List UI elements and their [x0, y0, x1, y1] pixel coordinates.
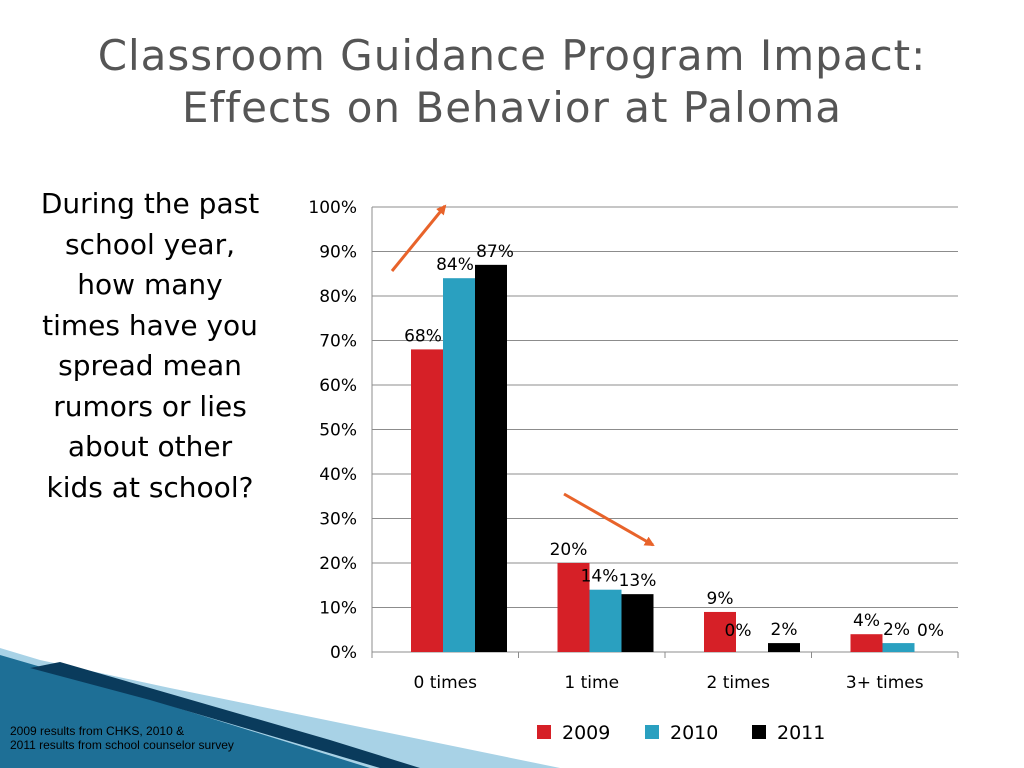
data-labels: 68% 20% 9% 4% 84% 14% 0% 2% 87% 13% 2% 0% [404, 242, 944, 641]
data-label: 84% [436, 255, 474, 275]
y-tick-label: 80% [319, 287, 357, 307]
y-tick-label: 30% [319, 510, 357, 530]
bar-2010-0-times [443, 278, 475, 652]
slide-title-line-2: Effects on Behavior at Paloma [181, 83, 842, 132]
survey-question: During the past school year, how many ti… [40, 187, 260, 504]
y-tick-label: 90% [319, 243, 357, 263]
legend-label-2011: 2011 [777, 722, 825, 744]
source-note: 2009 results from CHKS, 2010 & 2011 resu… [10, 724, 234, 752]
x-category-label: 3+ times [846, 673, 924, 693]
data-label: 2% [771, 620, 798, 640]
data-label: 68% [404, 326, 442, 346]
bars [411, 264, 915, 652]
y-axis-ticks: 0% 10% 20% 30% 40% 50% 60% 70% 80% 90% 100% [308, 198, 357, 663]
data-label: 14% [581, 567, 619, 587]
arrow-down-icon [563, 492, 655, 547]
source-note-line-1: 2009 results from CHKS, 2010 & [10, 724, 185, 738]
decorative-swoosh [0, 648, 560, 768]
y-tick-label: 10% [319, 599, 357, 619]
data-label: 0% [725, 621, 752, 641]
y-tick-label: 50% [319, 421, 357, 441]
legend: 2009 2010 2011 [537, 722, 825, 744]
data-label: 9% [707, 589, 734, 609]
bar-2009-1-time [557, 563, 590, 652]
legend-swatch-2010 [645, 725, 659, 739]
bar-2009-2-times [704, 611, 736, 652]
data-label: 4% [853, 611, 880, 631]
trend-arrows [390, 204, 655, 547]
data-label: 20% [550, 540, 588, 560]
legend-label-2010: 2010 [670, 722, 718, 744]
legend-label-2009: 2009 [562, 722, 610, 744]
data-label: 2% [883, 620, 910, 640]
y-tick-label: 60% [319, 376, 357, 396]
y-tick-label: 20% [319, 554, 357, 574]
legend-swatch-2009 [537, 725, 551, 739]
bar-2009-3-times [850, 634, 883, 652]
y-tick-label: 0% [330, 643, 357, 663]
slide-title-line-1: Classroom Guidance Program Impact: [97, 31, 927, 80]
slide-title: Classroom Guidance Program Impact: Effec… [40, 30, 984, 134]
data-label: 0% [917, 621, 944, 641]
source-note-line-2: 2011 results from school counselor surve… [10, 738, 234, 752]
data-label: 13% [619, 571, 657, 591]
data-label: 87% [476, 242, 514, 262]
x-axis-categories: 0 times 1 time 2 times 3+ times [414, 673, 924, 693]
x-category-label: 2 times [707, 673, 771, 693]
x-category-label: 1 time [564, 673, 619, 693]
y-tick-label: 40% [319, 465, 357, 485]
y-tick-label: 100% [308, 198, 357, 218]
arrow-up-icon [390, 204, 447, 272]
bar-2010-3-times [882, 643, 915, 652]
bar-2011-2-times [768, 643, 800, 652]
gridlines [371, 206, 959, 658]
bar-2011-0-times [475, 264, 507, 652]
bar-2010-1-time [589, 589, 622, 652]
y-tick-label: 70% [319, 332, 357, 352]
bar-2009-0-times [411, 349, 443, 652]
legend-swatch-2011 [752, 725, 766, 739]
x-category-label: 0 times [414, 673, 478, 693]
bar-2011-1-time [621, 594, 654, 652]
